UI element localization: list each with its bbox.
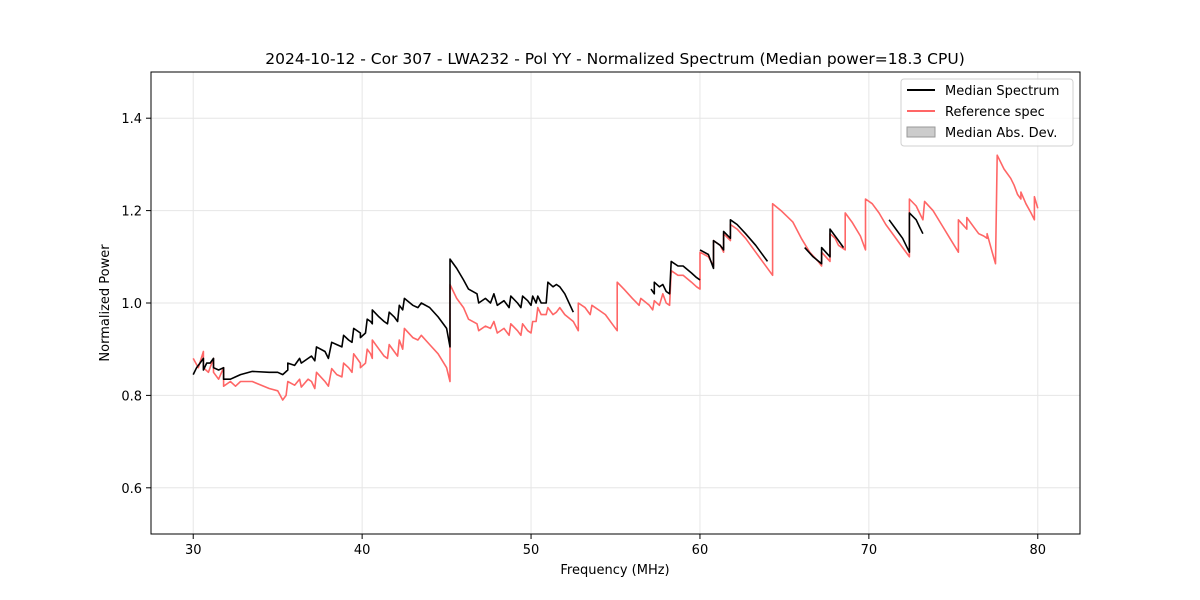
reference-spec-line <box>192 154 1039 401</box>
legend-median-abs-dev-swatch <box>906 126 936 138</box>
median-spectrum-line <box>650 260 701 295</box>
grid <box>151 72 1080 534</box>
median-spectrum-line <box>699 219 769 270</box>
median-spectrum-line <box>192 258 575 381</box>
y-tick-label: 1.2 <box>121 205 142 220</box>
legend-median-spectrum-label: Median Spectrum <box>945 84 1059 99</box>
y-tick-label: 0.8 <box>121 389 142 404</box>
y-axis-title: Normalized Power <box>98 244 113 362</box>
y-tick-label: 1.0 <box>121 297 142 312</box>
legend-box <box>900 78 1074 147</box>
series-layer <box>192 154 1039 401</box>
x-tick-label: 70 <box>861 543 878 558</box>
y-tick-label: 0.6 <box>121 482 142 497</box>
x-tick-label: 60 <box>692 543 709 558</box>
legend-median-abs-dev-label: Median Abs. Dev. <box>945 126 1057 141</box>
x-axis-title: Frequency (MHz) <box>560 563 669 578</box>
median-spectrum-line <box>804 228 845 265</box>
legend-reference-spec-label: Reference spec <box>945 105 1045 120</box>
legend: Median Spectrum Reference spec Median Ab… <box>900 78 1074 147</box>
chart-title: 2024-10-12 - Cor 307 - LWA232 - Pol YY -… <box>265 50 965 68</box>
median-spectrum-line <box>888 212 924 253</box>
x-tick-label: 30 <box>185 543 202 558</box>
y-tick-label: 1.4 <box>121 112 142 127</box>
x-tick-label: 40 <box>354 543 371 558</box>
x-axis-ticks: 30 40 50 60 70 80 <box>185 534 1046 558</box>
y-axis-ticks: 0.6 0.8 1.0 1.2 1.4 <box>121 112 151 497</box>
x-tick-label: 80 <box>1029 543 1046 558</box>
x-tick-label: 50 <box>523 543 540 558</box>
